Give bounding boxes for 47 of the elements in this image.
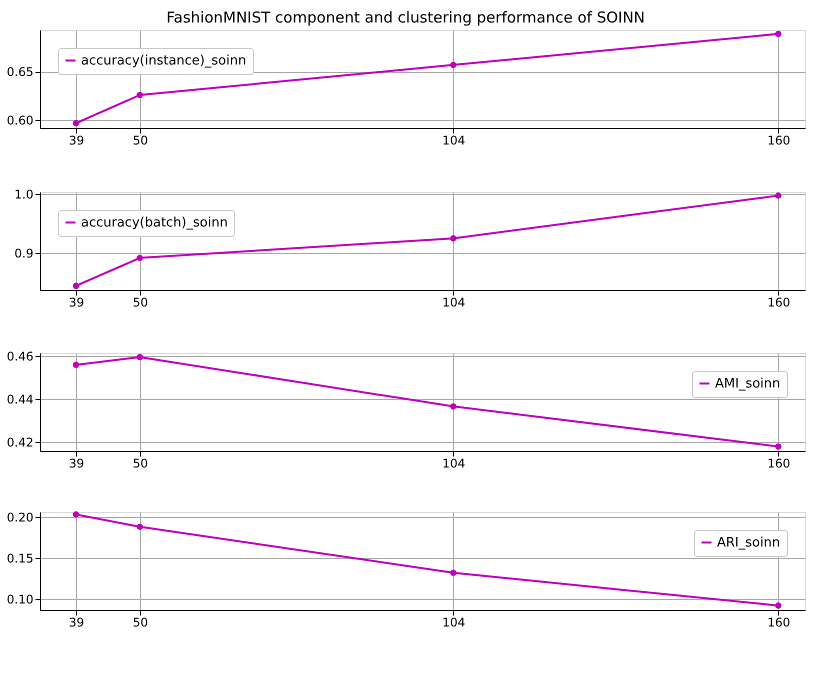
point: [72, 120, 80, 126]
legend-label: accuracy(batch)_soinn: [81, 216, 228, 230]
point: [450, 62, 456, 68]
x-tick-label: 160: [767, 456, 790, 470]
point: [72, 511, 80, 518]
chart-title: FashionMNIST component and clustering performance of SOINN: [166, 8, 645, 26]
point: [450, 570, 456, 576]
point: [775, 602, 782, 609]
x-tick-label: 50: [132, 456, 148, 470]
x-tick-label: 104: [442, 456, 466, 470]
x-tick-label: 104: [442, 134, 466, 148]
point: [450, 403, 456, 410]
point: [775, 192, 782, 199]
x-tick-label: 104: [442, 616, 466, 630]
y-tick-label: 0.20: [6, 510, 34, 524]
y-tick-label: 0.44: [6, 392, 34, 407]
y-tick-label: 0.46: [6, 350, 34, 364]
legend-label: AMI_soinn: [715, 376, 780, 392]
x-tick-label: 160: [767, 616, 790, 630]
x-tick-label: 50: [132, 134, 148, 148]
point: [775, 30, 782, 38]
point: [775, 443, 782, 450]
point: [136, 254, 143, 262]
x-tick-label: 39: [68, 456, 84, 470]
legend-label: accuracy(instance)_soinn: [81, 54, 246, 68]
point: [72, 362, 80, 368]
y-tick-label: 0.42: [6, 436, 34, 450]
x-tick-label: 50: [132, 616, 148, 630]
point: [72, 282, 80, 289]
x-tick-label: 160: [767, 134, 790, 148]
y-tick-label: 0.10: [6, 592, 34, 606]
x-tick-label: 39: [68, 296, 84, 310]
y-tick-label: 0.60: [6, 114, 34, 128]
y-tick-label: 0.65: [6, 65, 34, 80]
x-tick-label: 160: [767, 296, 790, 310]
point: [136, 354, 143, 360]
x-tick-label: 50: [132, 296, 148, 310]
point: [136, 92, 143, 98]
y-tick-label: 0.9: [14, 246, 34, 261]
point: [136, 524, 143, 530]
x-tick-label: 104: [442, 296, 466, 310]
y-tick-label: 1.0: [14, 187, 34, 202]
x-tick-label: 39: [68, 134, 84, 148]
x-tick-label: 39: [68, 616, 84, 630]
legend-label: ARI_soinn: [717, 536, 780, 550]
point: [450, 235, 456, 242]
y-tick-label: 0.15: [6, 551, 34, 566]
